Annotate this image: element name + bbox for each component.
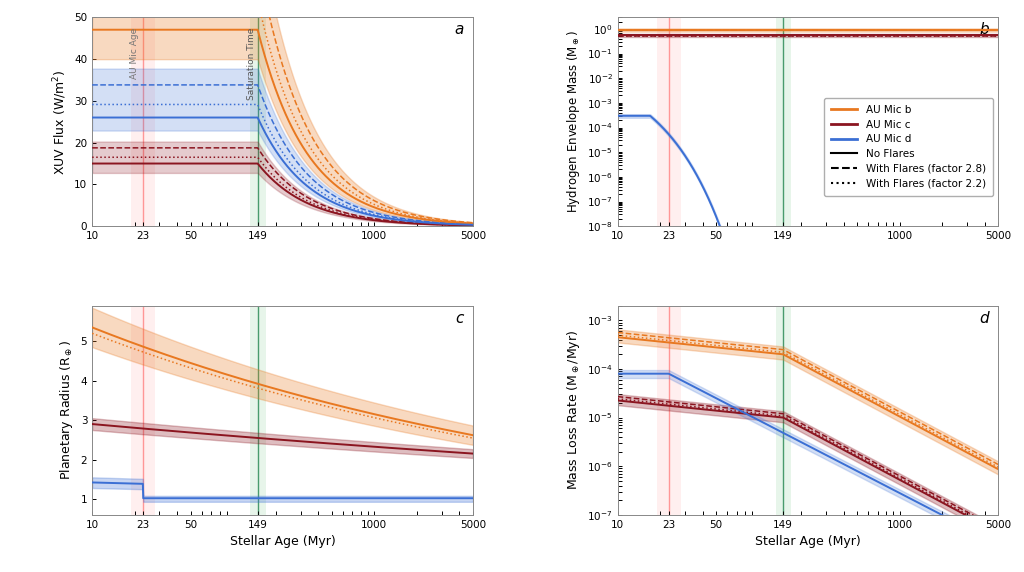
Y-axis label: Hydrogen Envelope Mass (M$_\oplus$): Hydrogen Envelope Mass (M$_\oplus$) — [564, 30, 582, 213]
Bar — [250, 17, 266, 227]
Y-axis label: Planetary Radius (R$_\oplus$): Planetary Radius (R$_\oplus$) — [58, 340, 75, 480]
Legend: AU Mic b, AU Mic c, AU Mic d, No Flares, With Flares (factor 2.8), With Flares (: AU Mic b, AU Mic c, AU Mic d, No Flares,… — [824, 98, 993, 196]
X-axis label: Stellar Age (Myr): Stellar Age (Myr) — [229, 535, 336, 548]
Text: b: b — [979, 22, 989, 37]
Bar — [776, 17, 792, 227]
Text: d: d — [979, 311, 989, 326]
Y-axis label: XUV Flux (W/m$^2$): XUV Flux (W/m$^2$) — [51, 69, 69, 174]
Bar — [250, 305, 266, 515]
Text: c: c — [455, 311, 464, 326]
Bar — [657, 305, 681, 515]
Text: a: a — [454, 22, 464, 37]
Text: Saturation Time: Saturation Time — [248, 27, 256, 100]
Bar — [776, 305, 792, 515]
Bar — [657, 17, 681, 227]
Y-axis label: Mass Loss Rate (M$_\oplus$/Myr): Mass Loss Rate (M$_\oplus$/Myr) — [564, 330, 582, 490]
Bar — [131, 17, 156, 227]
X-axis label: Stellar Age (Myr): Stellar Age (Myr) — [755, 535, 861, 548]
Text: AU Mic Age: AU Mic Age — [130, 27, 139, 79]
Bar — [131, 305, 156, 515]
